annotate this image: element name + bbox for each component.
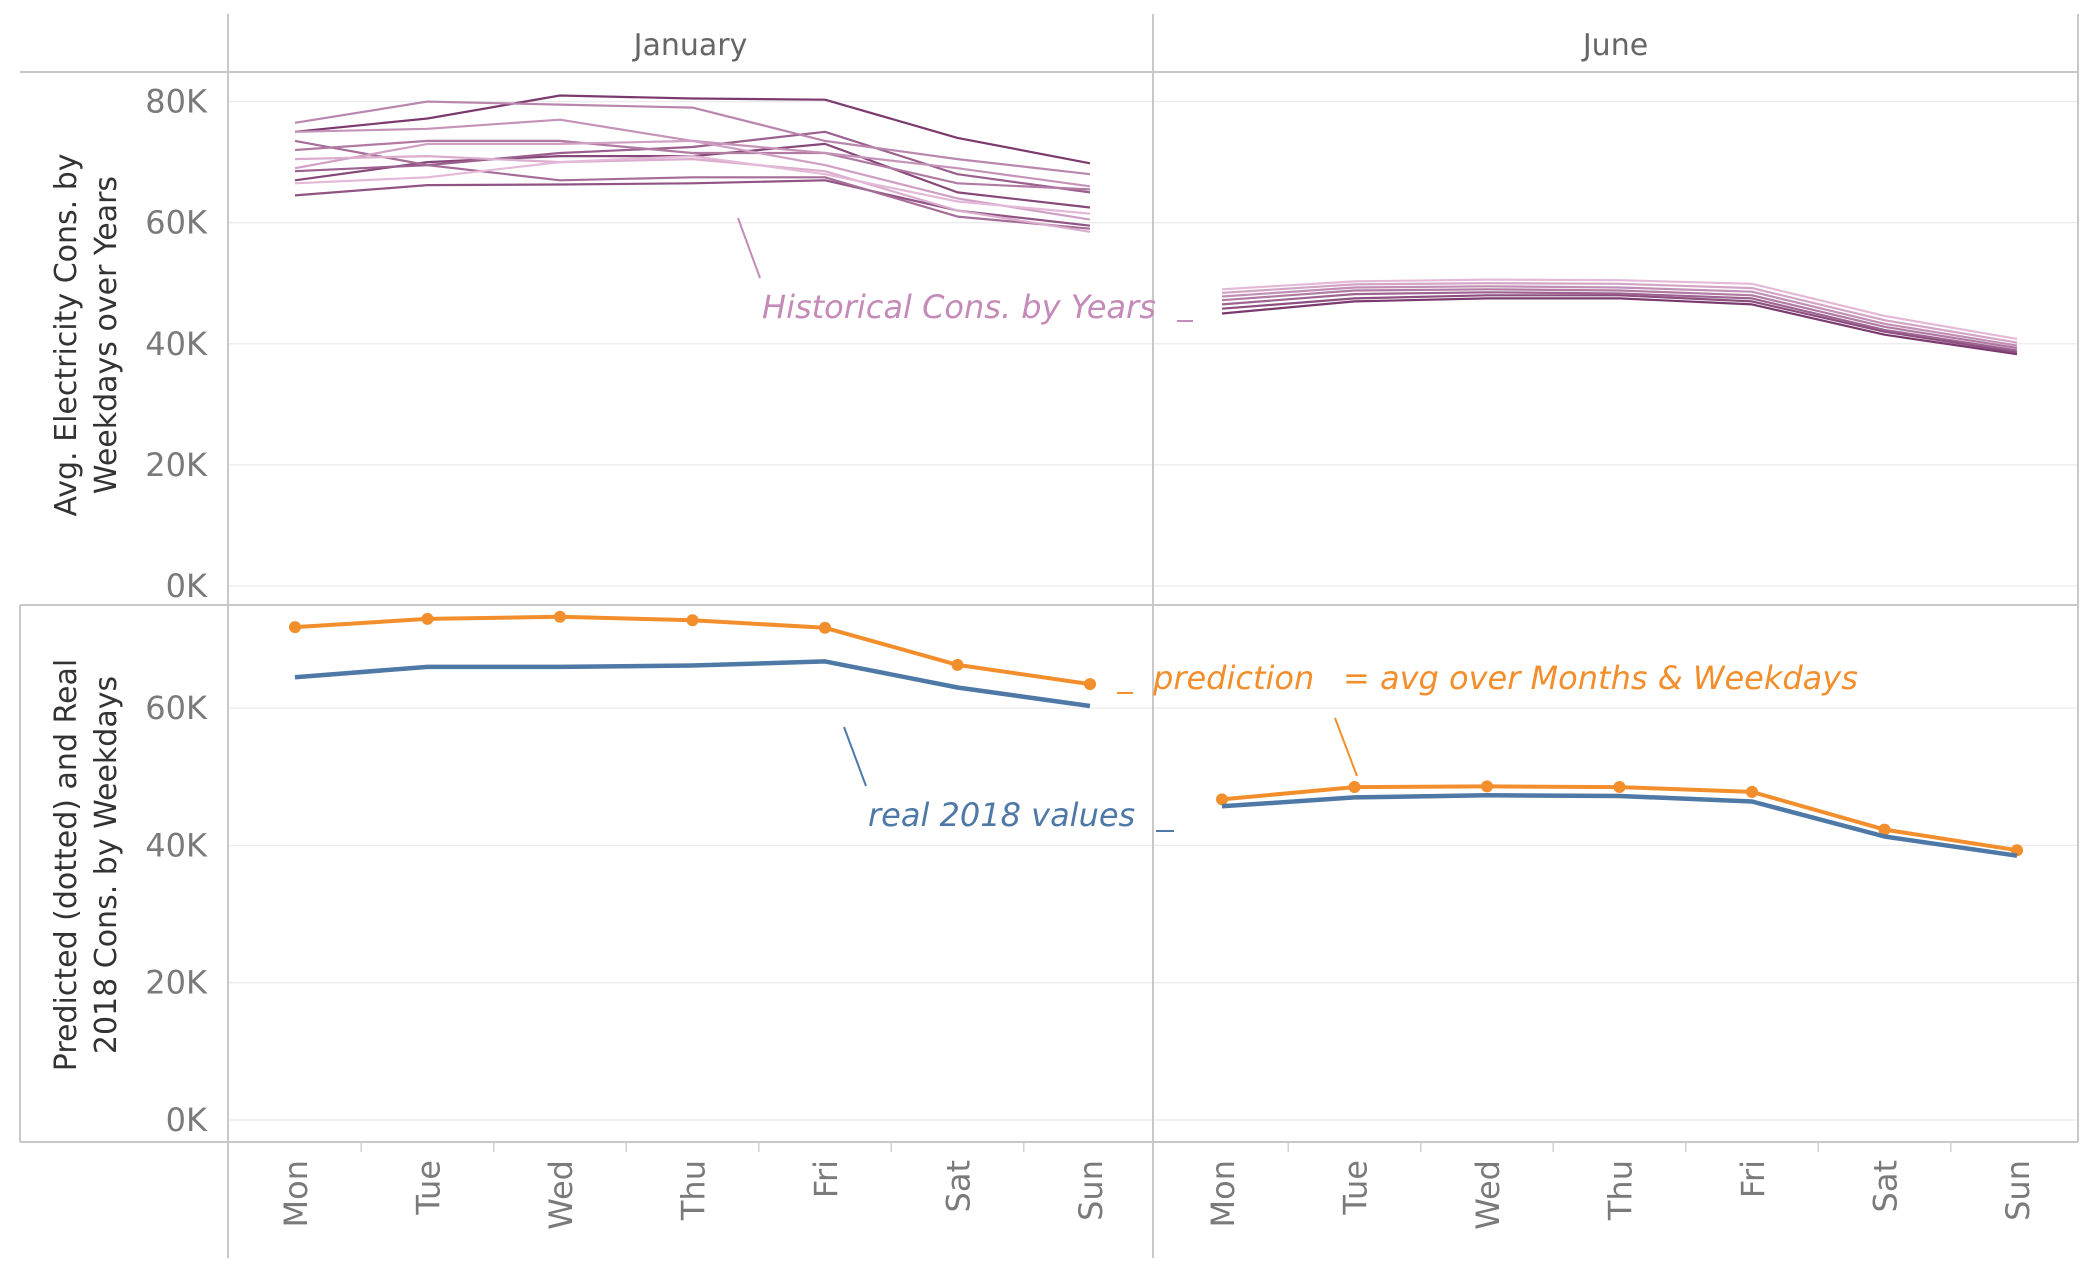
- column-header-june: June: [1581, 28, 1648, 63]
- prediction-annotation: prediction: [1152, 659, 1314, 697]
- prediction-point: [1084, 678, 1096, 691]
- prediction-point: [951, 658, 964, 671]
- x-tick-label-fri: Fri: [1734, 1160, 1772, 1198]
- real-annotation: real 2018 values: [868, 796, 1135, 834]
- x-tick-label-mon: Mon: [1204, 1160, 1242, 1227]
- historical-line-june: [1221, 294, 2018, 354]
- historical-line-june: [1221, 285, 2018, 347]
- x-tick-label-sun: Sun: [1072, 1160, 1110, 1221]
- x-tick-label-sat: Sat: [1867, 1160, 1905, 1212]
- historical-line-june: [1221, 278, 2018, 340]
- historical-line-january: [294, 155, 1091, 215]
- x-tick-label-thu: Thu: [675, 1160, 713, 1221]
- prediction-point: [421, 612, 434, 625]
- historical-annotation-leader: [737, 217, 761, 279]
- prediction-point: [1216, 793, 1228, 806]
- x-tick-label-tue: Tue: [1337, 1160, 1375, 1216]
- historical-annotation: Historical Cons. by Years: [762, 288, 1156, 326]
- historical-line-june: [1221, 291, 2018, 352]
- historical-line-june: [1221, 288, 2018, 350]
- top-ytick-label: 20K: [145, 446, 208, 484]
- prediction-line-january: [294, 614, 1091, 687]
- historical-line-january: [294, 94, 1091, 165]
- prediction-point: [1613, 781, 1626, 794]
- historical-line-january: [294, 100, 1091, 176]
- prediction-annotation-note: = avg over Months & Weekdays: [1343, 659, 1858, 697]
- prediction-point: [1481, 780, 1493, 793]
- bottom-y-axis-title-line: 2018 Cons. by Weekdays: [89, 676, 124, 1054]
- bottom-ytick-label: 40K: [145, 826, 208, 864]
- prediction-point: [1878, 823, 1891, 836]
- top-y-axis-title-line: Weekdays over Years: [89, 176, 124, 494]
- top-ytick-label: 60K: [145, 204, 208, 242]
- series: [289, 94, 2023, 858]
- real-annotation-leader: [843, 726, 867, 787]
- panel-frame: [19, 14, 2079, 1258]
- top-ytick-label: 40K: [145, 325, 208, 363]
- x-tick-label-wed: Wed: [1469, 1160, 1507, 1230]
- bottom-ytick-label: 0K: [166, 1101, 208, 1139]
- historical-line-january: [294, 155, 1091, 233]
- bottom-ytick-label: 20K: [145, 964, 208, 1002]
- bottom-y-axis-title: Predicted (dotted) and Real 2018 Cons. by…: [49, 659, 124, 1071]
- bottom-y-axis-title-line: Predicted (dotted) and Real: [49, 659, 84, 1071]
- prediction-point: [819, 621, 831, 634]
- labels: January June 0K 20K 40K 60K 80K 0K 20K 40K 60K Avg.…: [49, 28, 2037, 1230]
- x-tick-label-mon: Mon: [277, 1160, 315, 1227]
- top-ytick-label: 80K: [145, 83, 208, 121]
- x-tick-label-tue: Tue: [410, 1160, 448, 1216]
- real-line-june: [1221, 793, 2018, 858]
- bottom-ytick-label: 60K: [145, 689, 208, 727]
- historical-line-january: [294, 139, 1091, 191]
- prediction-point: [289, 621, 301, 634]
- x-tick-label-wed: Wed: [542, 1160, 580, 1230]
- column-header-january: January: [632, 28, 748, 63]
- prediction-point: [554, 610, 566, 623]
- x-tick-label-sun: Sun: [1999, 1160, 2037, 1221]
- top-y-axis-title-line: Avg. Electricity Cons. by: [49, 153, 84, 516]
- prediction-annotation-leader: [1334, 717, 1358, 777]
- x-tick-label-fri: Fri: [807, 1160, 845, 1198]
- prediction-point: [1348, 781, 1361, 794]
- historical-line-june: [1221, 282, 2018, 344]
- prediction-point: [1746, 785, 1758, 798]
- x-tick-label-thu: Thu: [1602, 1160, 1640, 1221]
- real-line-january: [294, 659, 1091, 709]
- prediction-point: [686, 614, 699, 627]
- historical-line-january: [294, 139, 1091, 221]
- historical-line-june: [1221, 297, 2018, 356]
- top-ytick-label: 0K: [166, 567, 208, 605]
- top-y-axis-title: Avg. Electricity Cons. by Weekdays over Y…: [49, 153, 124, 516]
- x-tick-label-sat: Sat: [940, 1160, 978, 1212]
- historical-line-january: [294, 139, 1091, 230]
